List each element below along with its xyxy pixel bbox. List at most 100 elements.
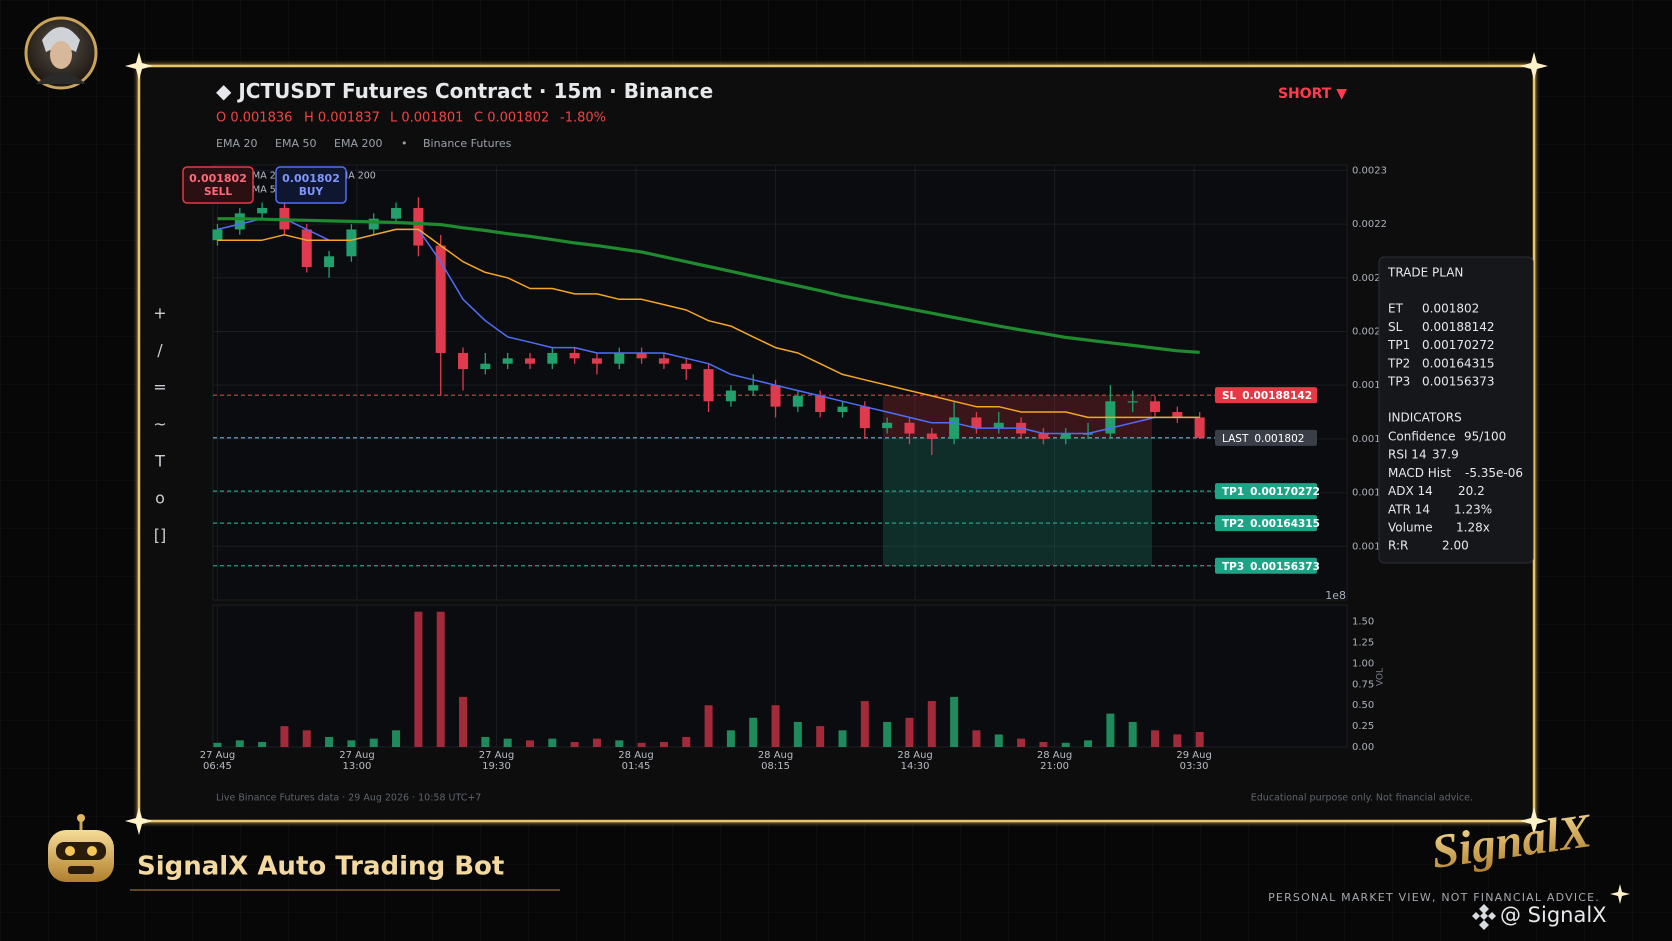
volume-bar [459,696,468,747]
volume-bar [704,705,713,747]
volume-bar [950,696,959,747]
tool-button[interactable]: = [153,378,166,397]
volume-bar [414,611,423,747]
indicator-value: 20.2 [1458,484,1485,498]
order-label: BUY [299,186,324,198]
x-tick-label: 27 Aug 13:00 [339,750,375,772]
tool-button[interactable]: T [154,452,165,471]
y-tick-label: 0.0022 [1352,219,1387,230]
candle-body [904,422,915,434]
volume-bar [905,717,914,747]
candle-body [681,363,692,370]
candle-body [1038,433,1049,439]
indicator-value: -5.35e-06 [1465,466,1523,480]
tool-button[interactable]: [] [154,526,166,545]
candle-body [815,395,826,413]
candle-body [591,358,602,364]
plan-value: 0.00156373 [1422,375,1495,389]
level-tag [1215,429,1317,446]
candle-body [524,358,535,364]
legend-entry: EMA 200 [334,171,376,182]
level-name: TP3 [1222,561,1244,573]
candle-body [725,390,736,402]
volume-bar [860,701,869,747]
y-tick-label: 0.0017 [1352,488,1387,499]
candle-body [859,406,870,429]
indicator-key: ATR 14 [1388,502,1430,516]
x-tick-label: 29 Aug 03:30 [1176,750,1212,772]
plan-value: 0.001802 [1422,302,1479,316]
ema-line [217,228,1200,419]
tool-button[interactable]: ~ [153,415,166,434]
x-tick-label: 28 Aug 01:45 [618,750,654,772]
sparkles [125,52,1630,904]
candle-body [1194,417,1205,438]
ema-line [217,217,1200,354]
indicator-value: 95/100 [1464,430,1506,444]
volume-bar [726,730,735,747]
disclaimer: PERSONAL MARKET VIEW, NOT FINANCIAL ADVI… [1268,891,1600,904]
tool-button[interactable]: o [155,489,165,508]
volume-bar [1017,738,1026,747]
candle-body [882,422,893,429]
avatar[interactable] [24,16,98,90]
volume-bar [883,721,892,747]
candle-body [636,352,647,359]
volume-axis-label: VOL [1376,668,1386,686]
volume-bar [436,611,445,747]
volume-bar [659,741,668,747]
volume-bar [525,740,534,747]
volume-tick-label: 0.50 [1352,700,1374,711]
plan-value: 0.00164315 [1422,356,1495,370]
volume-bar [235,740,244,747]
volume-bar [392,730,401,747]
candle-body [1127,401,1138,403]
candle-body [926,433,937,439]
volume-bar [994,734,1003,747]
plan-key: TP1 [1387,338,1410,352]
order-box [182,166,254,204]
legend-entry: EMA 50 [246,185,282,196]
plan-key: ET [1388,302,1404,316]
volume-bar [838,730,847,747]
indicator-label: EMA 50 [275,137,316,150]
bot-name: SignalX Auto Trading Bot [137,852,504,882]
indicator-key: MACD Hist [1388,466,1451,480]
volume-bar [503,738,512,747]
indicator-value: 37.9 [1432,448,1459,462]
indicator-key: R:R [1388,539,1408,553]
tool-button[interactable]: + [153,304,166,323]
ohlc-value: H 0.001837 [304,111,380,126]
candle-body [324,256,335,268]
trade-plan-panel [1378,256,1534,564]
indicator-label: EMA 20 [216,137,257,150]
volume-bar [213,742,222,747]
tool-button[interactable]: / [157,341,163,360]
order-label: SELL [204,186,232,198]
order-box [275,166,347,204]
x-tick-label: 28 Aug 14:30 [897,750,933,772]
volume-bar [972,730,981,747]
reward-zone [883,437,1152,566]
level-value: 0.00170272 [1250,486,1320,498]
candle-body [346,229,357,257]
candle-body [658,358,669,364]
legend-entry: EMA 20 [246,171,282,182]
level-name: SL [1222,390,1237,402]
candle-body [949,417,960,439]
indicators-title: INDICATORS [1388,411,1462,425]
timeframe: 15m [553,79,602,103]
level-value: 0.001802 [1254,433,1304,445]
level-name: LAST [1222,433,1249,445]
direction[interactable]: SHORT ▼ [1278,86,1347,102]
ohlc-value: L 0.001801 [390,111,463,126]
volume-bar [347,740,356,747]
volume-bar [637,742,646,747]
volume-bar [1173,734,1182,747]
volume-tick-label: 0.00 [1352,742,1374,753]
x-tick-label: 27 Aug 19:30 [478,750,515,772]
volume-bar [749,717,758,747]
level-label: LAST 0.001802 [1222,433,1304,445]
